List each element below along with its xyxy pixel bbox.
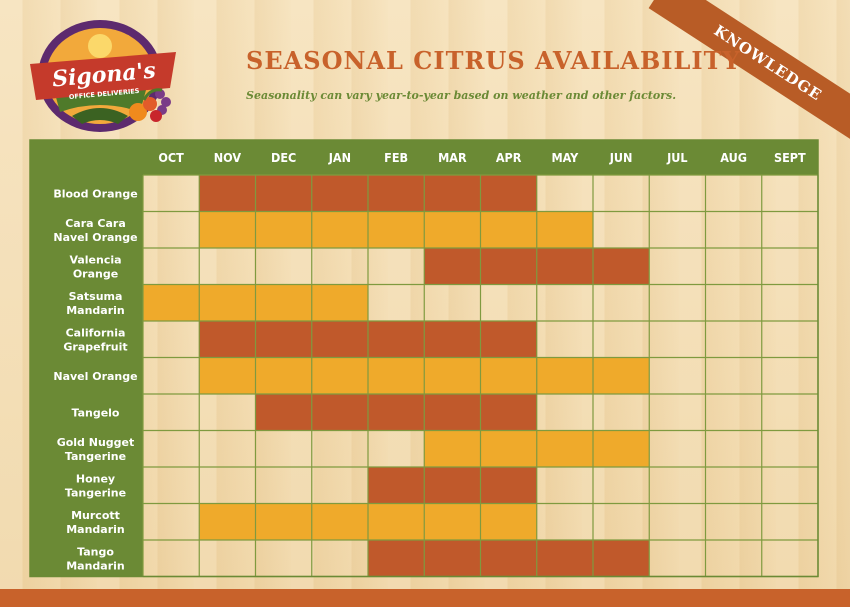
month-label-may: MAY [551, 150, 579, 165]
fruit-label: Gold Nugget [57, 436, 135, 449]
availability-cell [593, 540, 650, 577]
availability-cell [480, 430, 537, 467]
availability-cell [424, 321, 481, 358]
fruit-label: Satsuma [69, 290, 123, 303]
fruit-label: Orange [73, 267, 118, 280]
availability-cell [311, 211, 368, 248]
availability-cell [255, 394, 312, 431]
month-label-jun: JUN [609, 150, 633, 165]
availability-cell [311, 175, 368, 212]
availability-cell [593, 430, 650, 467]
month-label-nov: NOV [214, 150, 242, 165]
footer-bar [0, 589, 850, 607]
availability-cell [311, 503, 368, 540]
fruit-label: Valencia [69, 253, 121, 266]
fruit-label: Mandarin [66, 523, 125, 536]
availability-cell [199, 175, 256, 212]
availability-cell [199, 211, 256, 248]
availability-cell [480, 248, 537, 285]
availability-cell [480, 540, 537, 577]
availability-cell [424, 248, 481, 285]
availability-cell [480, 467, 537, 504]
availability-cell [536, 211, 593, 248]
fruit-label: Tangelo [71, 406, 119, 419]
availability-cell [536, 248, 593, 285]
availability-cell [480, 175, 537, 212]
fruit-label: Honey [76, 472, 115, 485]
availability-cell [536, 430, 593, 467]
availability-cell [424, 357, 481, 394]
fruit-label: California [66, 326, 126, 339]
availability-cell [255, 175, 312, 212]
fruit-label: Navel Orange [53, 370, 137, 383]
fruit-label: Murcott [71, 509, 120, 522]
availability-cell [424, 540, 481, 577]
fruit-label: Mandarin [66, 304, 125, 317]
availability-cell [199, 284, 256, 321]
availability-cell [255, 321, 312, 358]
availability-cell [424, 467, 481, 504]
fruit-label-column [30, 175, 143, 577]
chart-subtitle: Seasonality can vary year-to-year based … [246, 89, 677, 102]
availability-cell [311, 321, 368, 358]
availability-cell [480, 321, 537, 358]
fruit-label: Tangerine [65, 486, 126, 499]
month-label-jul: JUL [666, 150, 687, 165]
availability-cell [368, 467, 425, 504]
availability-cell [255, 211, 312, 248]
availability-cell [368, 211, 425, 248]
availability-cell [255, 503, 312, 540]
fruit-label: Cara Cara [65, 217, 126, 230]
month-label-feb: FEB [384, 150, 408, 165]
availability-cell [311, 357, 368, 394]
month-label-mar: MAR [438, 150, 467, 165]
month-label-apr: APR [496, 150, 522, 165]
availability-cell [480, 211, 537, 248]
availability-cell [424, 175, 481, 212]
fruit-label: Mandarin [66, 559, 125, 572]
availability-cell [311, 284, 368, 321]
availability-cell [199, 357, 256, 394]
availability-cell [368, 540, 425, 577]
availability-cell [368, 357, 425, 394]
month-label-sept: SEPT [774, 150, 806, 165]
month-label-jan: JAN [328, 150, 351, 165]
availability-cell [255, 284, 312, 321]
month-label-aug: AUG [720, 150, 747, 165]
availability-cell [424, 394, 481, 431]
month-label-oct: OCT [158, 150, 184, 165]
grid-border [29, 139, 819, 578]
availability-cell [424, 211, 481, 248]
fruit-label: Grapefruit [63, 340, 127, 353]
availability-cell [143, 284, 200, 321]
availability-cell [424, 430, 481, 467]
availability-cell [536, 357, 593, 394]
availability-cell [593, 248, 650, 285]
availability-cell [480, 503, 537, 540]
availability-cell [255, 357, 312, 394]
availability-cell [368, 394, 425, 431]
fruit-label: Tango [77, 545, 114, 558]
availability-cell [593, 357, 650, 394]
availability-cell [199, 503, 256, 540]
month-label-dec: DEC [271, 150, 296, 165]
sigonas-logo: Sigona's OFFICE DELIVERIES [30, 20, 176, 132]
month-header-band [30, 140, 818, 175]
availability-cell [368, 321, 425, 358]
fruit-label: Tangerine [65, 450, 126, 463]
availability-cell [536, 540, 593, 577]
availability-cell [199, 321, 256, 358]
chart-title: SEASONAL CITRUS AVAILABILITY [246, 46, 741, 75]
availability-cell [424, 503, 481, 540]
fruit-label: Blood Orange [53, 187, 137, 200]
availability-cell [311, 394, 368, 431]
fruit-label: Navel Orange [53, 231, 137, 244]
availability-cell [480, 357, 537, 394]
availability-cell [480, 394, 537, 431]
availability-cell [368, 503, 425, 540]
availability-cell [368, 175, 425, 212]
